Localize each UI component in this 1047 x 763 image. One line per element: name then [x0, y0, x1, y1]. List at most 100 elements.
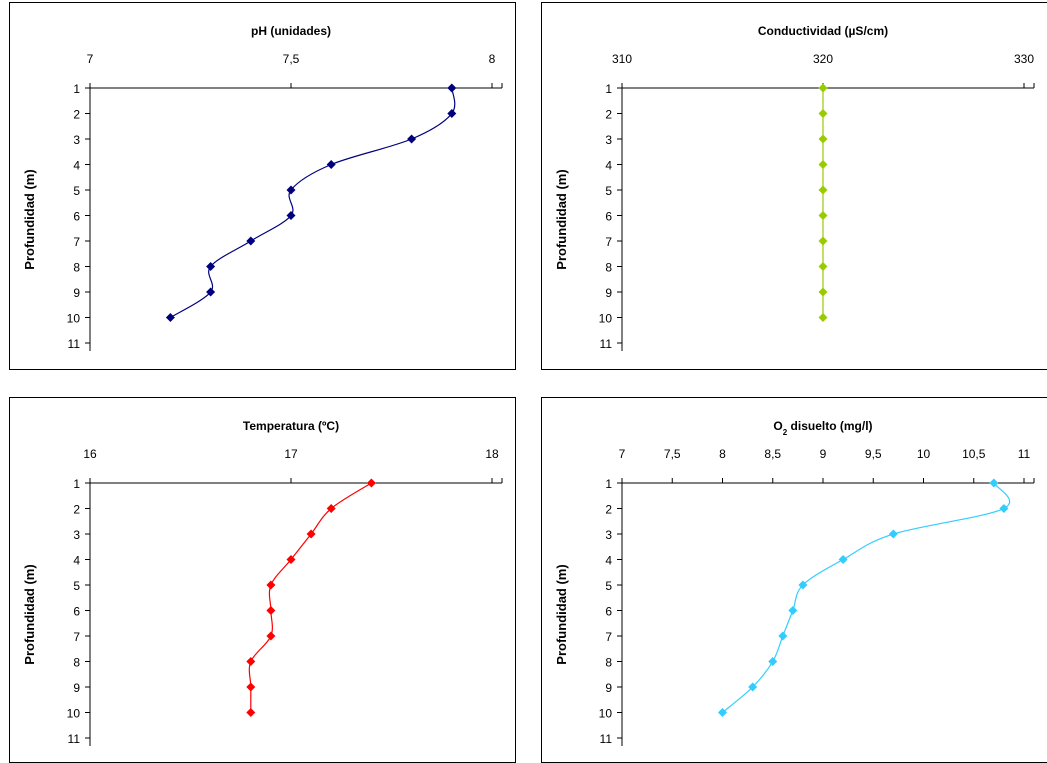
data-point: [266, 606, 276, 615]
x-tick-label: 18: [485, 447, 499, 461]
data-point: [818, 236, 828, 246]
y-tick-label: 1: [73, 477, 80, 491]
y-tick-label: 11: [600, 732, 613, 746]
data-point: [206, 262, 216, 271]
y-axis-label: Profundidad (m): [22, 169, 37, 269]
y-tick-label: 11: [68, 732, 81, 746]
chart-svg: O2 disuelto (mg/l)7 7,5 8 8,5 9 9,5 10 10,5 1112…: [554, 419, 1035, 746]
chart-title: Conductividad (µS/cm): [758, 24, 888, 38]
y-tick-label: 8: [605, 261, 612, 275]
x-tick-label: 310: [612, 52, 632, 66]
x-tick-label: 7: [87, 52, 94, 66]
y-tick-label: 7: [605, 630, 612, 644]
data-point: [286, 185, 296, 195]
x-tick-label: 11: [1018, 447, 1031, 461]
y-tick-label: 2: [605, 108, 612, 122]
data-point: [718, 708, 727, 717]
chart-svg: Conductividad (µS/cm) 310 320 330 1 2 3 4 5 6 7 8 9 1…: [554, 24, 1035, 351]
y-tick-label: 9: [73, 681, 80, 695]
x-tick-label: 7: [619, 447, 626, 461]
data-point: [165, 313, 175, 322]
y-tick-label: 7: [73, 235, 80, 249]
data-point: [999, 504, 1009, 513]
chart-ph: pH (unidades) 7 7,5 8 1 2 3 4 5 6 7 8 9 10 11 Profundid…: [9, 2, 516, 370]
data-point: [818, 211, 828, 220]
data-point: [246, 657, 256, 666]
data-point: [818, 134, 828, 144]
data-point: [246, 236, 256, 246]
y-tick-label: 2: [605, 503, 612, 517]
x-tick-label: 16: [83, 447, 97, 461]
chart-svg: pH (unidades) 7 7,5 8 1 2 3 4 5 6 7 8 9 10 11 Profundid…: [22, 24, 503, 351]
chart-svg: Temperatura (ºC) 16 17 18 1 2 3 4 5 6 7 8 9 10 11 Profu…: [22, 419, 503, 746]
chart-title: O2 disuelto (mg/l): [773, 419, 872, 437]
data-point: [326, 160, 336, 169]
data-point: [206, 287, 216, 297]
data-point: [818, 313, 828, 322]
x-tick-label: 7,5: [283, 52, 300, 66]
y-tick-label: 7: [73, 630, 80, 644]
x-tick-label: 10: [917, 447, 931, 461]
data-point: [447, 83, 457, 93]
y-tick-label: 8: [73, 656, 80, 670]
series-line: [248, 482, 372, 713]
series-line: [170, 87, 456, 319]
data-point: [286, 211, 296, 220]
y-tick-label: 10: [599, 707, 613, 721]
chart-title: Temperatura (ºC): [243, 419, 339, 433]
y-tick-label: 5: [73, 184, 80, 198]
data-point: [788, 606, 798, 615]
data-point: [266, 631, 276, 641]
y-tick-label: 3: [605, 133, 612, 147]
y-tick-label: 5: [73, 579, 80, 593]
chart-temperatura: Temperatura (ºC) 16 17 18 1 2 3 4 5 6 7 8 9 10 11 Profu…: [9, 397, 516, 763]
data-point: [818, 262, 828, 271]
y-tick-label: 1: [73, 82, 80, 96]
data-point: [818, 287, 828, 297]
y-axis-label: Profundidad (m): [22, 564, 37, 664]
data-point: [838, 555, 848, 564]
y-tick-label: 6: [605, 210, 612, 224]
x-tick-label: 8: [719, 447, 726, 461]
y-tick-label: 8: [73, 261, 80, 275]
y-tick-label: 5: [605, 579, 612, 593]
data-point: [818, 160, 828, 169]
data-point: [989, 478, 999, 488]
data-point: [778, 631, 788, 641]
y-axis-label: Profundidad (m): [554, 169, 569, 269]
x-tick-label: 8,5: [764, 447, 781, 461]
y-tick-label: 6: [73, 605, 80, 619]
data-point: [818, 109, 828, 118]
y-tick-label: 9: [73, 286, 80, 300]
data-point: [246, 682, 256, 692]
y-tick-label: 9: [605, 286, 612, 300]
y-tick-label: 6: [605, 605, 612, 619]
y-tick-label: 8: [605, 656, 612, 670]
data-point: [798, 580, 808, 590]
y-tick-label: 1: [605, 82, 612, 96]
x-tick-label: 7,5: [664, 447, 681, 461]
y-tick-label: 4: [605, 554, 612, 568]
y-tick-label: 1: [605, 477, 612, 491]
y-tick-label: 3: [73, 133, 80, 147]
data-point: [748, 682, 758, 692]
y-tick-label: 10: [67, 707, 81, 721]
data-point: [818, 83, 828, 93]
data-point: [366, 478, 376, 488]
y-tick-label: 10: [599, 312, 613, 326]
x-tick-label: 9,5: [865, 447, 882, 461]
y-axis-label: Profundidad (m): [554, 564, 569, 664]
chart-conductividad: Conductividad (µS/cm) 310 320 330 1 2 3 4 5 6 7 8 9 1…: [541, 2, 1047, 370]
x-tick-label: 17: [284, 447, 298, 461]
data-point: [266, 580, 276, 590]
y-tick-label: 5: [605, 184, 612, 198]
chart-title: pH (unidades): [251, 24, 331, 38]
data-point: [306, 529, 316, 539]
data-point: [286, 555, 296, 564]
x-tick-label: 320: [813, 52, 833, 66]
y-tick-label: 4: [73, 159, 80, 173]
y-tick-label: 4: [73, 554, 80, 568]
y-tick-label: 3: [605, 528, 612, 542]
x-tick-label: 8: [489, 52, 496, 66]
data-point: [407, 134, 417, 144]
